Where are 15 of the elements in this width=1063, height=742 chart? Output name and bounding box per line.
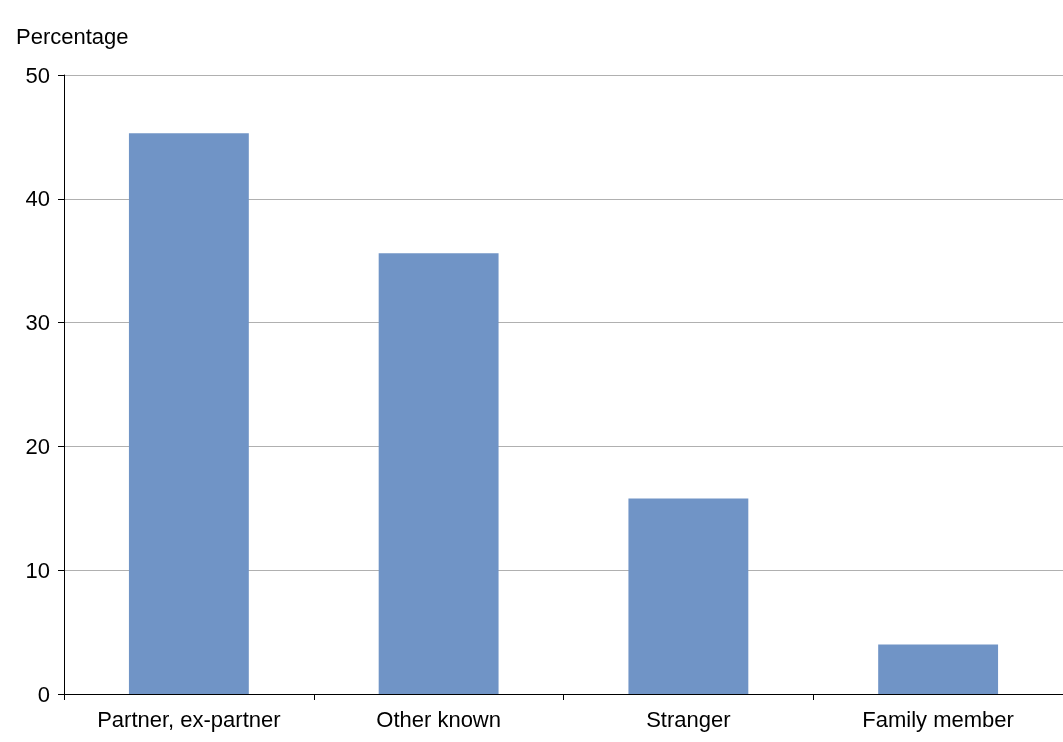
- y-axis-title: Percentage: [16, 23, 129, 49]
- y-tick-label: 20: [25, 433, 50, 459]
- y-tick-label: 30: [25, 310, 50, 336]
- x-tick-label: Family member: [862, 706, 1014, 732]
- x-tick-label: Other known: [376, 706, 501, 732]
- bar: [628, 498, 749, 694]
- y-tick-label: 50: [25, 62, 50, 88]
- y-tick-label: 0: [37, 681, 50, 707]
- x-tick-label: Stranger: [646, 706, 731, 732]
- bar: [878, 644, 999, 694]
- y-tick-label: 10: [25, 557, 50, 583]
- bar: [128, 133, 249, 694]
- x-tick-label: Partner, ex-partner: [97, 706, 281, 732]
- bar: [378, 253, 499, 694]
- y-tick-label: 40: [25, 186, 50, 212]
